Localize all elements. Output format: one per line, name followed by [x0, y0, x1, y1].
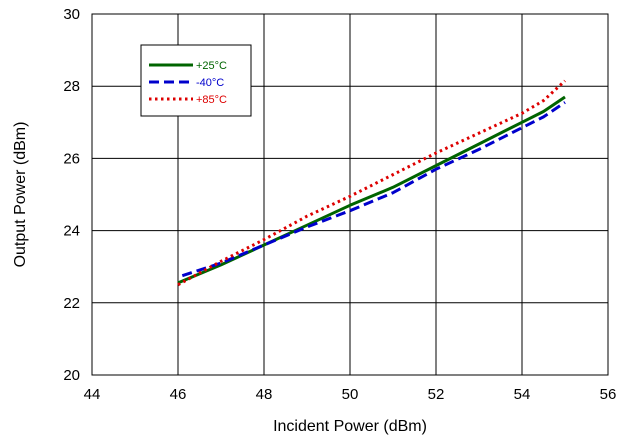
legend-label-2: -40°C [196, 77, 224, 89]
x-tick-label: 44 [84, 386, 101, 403]
x-tick-label: 48 [256, 386, 273, 403]
y-tick-label: 28 [63, 78, 80, 95]
legend-label-1: +25°C [196, 60, 227, 72]
x-tick-label: 52 [428, 386, 445, 403]
legend: +25°C -40°C +85°C [140, 44, 252, 117]
x-tick-label: 46 [170, 386, 187, 403]
series-layer [177, 79, 567, 287]
x-axis-title: Incident Power (dBm) [273, 418, 427, 435]
x-tick-label: 50 [342, 386, 359, 403]
y-tick-label: 22 [63, 295, 80, 312]
series-line-3 [177, 79, 567, 287]
plot-frame [91, 13, 609, 376]
legend-box [140, 44, 252, 117]
y-axis-title: Output Power (dBm) [12, 122, 29, 268]
y-tick-label: 30 [63, 6, 80, 23]
y-tick-label: 24 [63, 223, 80, 240]
y-tick-label: 26 [63, 150, 80, 167]
x-tick-label: 56 [600, 386, 617, 403]
y-tick-label: 20 [63, 367, 80, 384]
x-tick-label: 54 [514, 386, 531, 403]
tick-labels: 44 46 48 50 52 54 56 20 22 24 26 28 30 [63, 6, 616, 403]
legend-label-3: +85°C [196, 94, 227, 106]
series-line-2 [181, 101, 566, 278]
series-line-1 [177, 95, 566, 285]
